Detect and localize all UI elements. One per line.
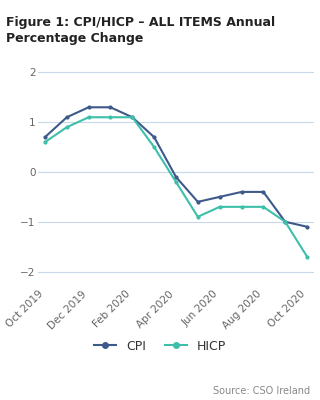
HICP [174,180,178,184]
CPI [283,219,287,224]
HICP [305,254,309,259]
CPI [305,224,309,229]
CPI [261,190,265,194]
HICP [196,214,200,219]
Text: Source: CSO Ireland: Source: CSO Ireland [213,386,310,396]
HICP [43,140,47,144]
HICP [87,115,91,120]
HICP [130,115,134,120]
Text: Figure 1: CPI/HICP – ALL ITEMS Annual
Percentage Change: Figure 1: CPI/HICP – ALL ITEMS Annual Pe… [6,16,276,45]
Line: HICP: HICP [43,115,309,259]
Line: CPI: CPI [43,105,309,229]
CPI [218,194,222,199]
HICP [108,115,112,120]
CPI [152,135,156,140]
HICP [218,204,222,209]
HICP [283,219,287,224]
CPI [174,174,178,179]
CPI [196,200,200,204]
CPI [65,115,69,120]
CPI [43,135,47,140]
CPI [108,105,112,110]
Legend: CPI, HICP: CPI, HICP [89,335,231,358]
CPI [240,190,244,194]
HICP [240,204,244,209]
CPI [87,105,91,110]
CPI [130,115,134,120]
HICP [152,145,156,150]
HICP [65,125,69,130]
HICP [261,204,265,209]
